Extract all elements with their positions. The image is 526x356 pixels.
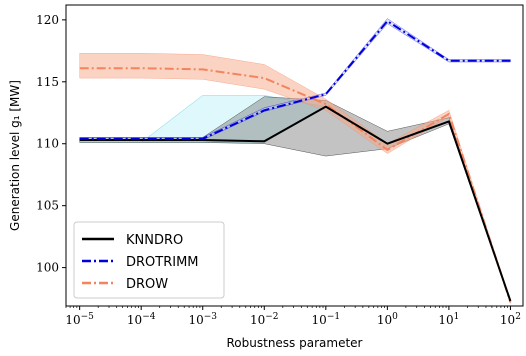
- legend-box: [73, 221, 225, 299]
- lines-layer: [79, 20, 512, 303]
- x-tick-label-5: 100: [377, 312, 398, 327]
- legend-label-drow: DROW: [126, 277, 168, 292]
- x-tick-label-1: 10−4: [127, 312, 156, 327]
- x-tick-label-6: 101: [438, 312, 459, 327]
- x-ticks: 10−5 10−4 10−3 10−2 10−1 100 101 102: [65, 306, 521, 327]
- y-tick-label-3: 115: [36, 75, 59, 89]
- series-line-knndro: [79, 105, 512, 302]
- y-tick-label-4: 120: [36, 13, 59, 27]
- legend-label-drotrimm: DROTRIMM: [126, 255, 199, 270]
- x-tick-label-0: 10−5: [65, 312, 94, 327]
- y-ticks: 100 105 110 115 120: [36, 13, 66, 275]
- band-drow: [79, 53, 511, 304]
- y-tick-label-0: 100: [36, 261, 59, 275]
- plot-frame: [65, 4, 524, 307]
- series-line-drotrimm: [79, 20, 511, 140]
- y-tick-label-2: 110: [36, 137, 59, 151]
- x-tick-label-4: 10−1: [312, 312, 341, 327]
- x-axis-label: Robustness parameter: [227, 336, 363, 350]
- y-tick-label-1: 105: [36, 199, 59, 213]
- x-tick-label-2: 10−3: [188, 312, 217, 327]
- y-axis-label: Generation level g₁ [MW]: [8, 80, 22, 231]
- series-line-drow: [79, 67, 512, 303]
- legend-label-knndro: KNNDRO: [126, 233, 183, 248]
- x-tick-label-3: 10−2: [250, 312, 279, 327]
- x-tick-label-7: 102: [500, 312, 521, 327]
- legend: KNNDRO DROTRIMM DROW: [73, 221, 225, 299]
